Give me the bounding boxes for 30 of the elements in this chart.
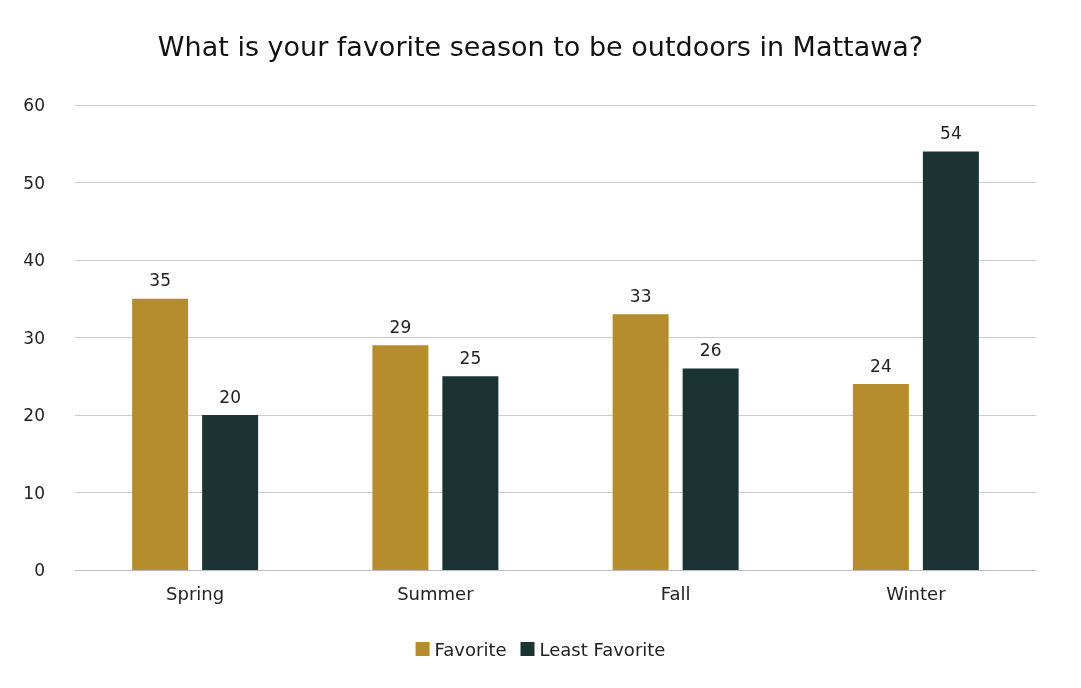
- data-label: 54: [940, 123, 962, 143]
- x-tick-label: Fall: [660, 582, 691, 604]
- data-label: 29: [389, 316, 412, 337]
- bar: [852, 384, 909, 570]
- x-tick-label: Spring: [166, 582, 225, 604]
- bar: [922, 151, 979, 570]
- data-label: 33: [629, 285, 652, 306]
- y-tick-label: 20: [23, 405, 45, 425]
- x-tick-label: Winter: [886, 582, 947, 604]
- bar: [612, 314, 669, 570]
- y-tick-label: 30: [23, 327, 45, 348]
- data-label: 25: [459, 347, 482, 368]
- bar: [442, 376, 499, 570]
- chart-title: What is your favorite season to be outdoors in Mattawa?: [157, 31, 924, 62]
- bar: [132, 298, 189, 570]
- data-label: 24: [870, 355, 892, 376]
- legend-label: Least Favorite: [539, 638, 666, 660]
- bar: [682, 368, 739, 570]
- legend-label: Favorite: [434, 638, 507, 660]
- data-label: 35: [149, 270, 171, 291]
- data-label: 20: [219, 386, 241, 407]
- y-tick-label: 0: [34, 560, 45, 580]
- bar: [372, 345, 429, 570]
- data-label: 26: [699, 340, 722, 360]
- y-tick-label: 10: [23, 482, 45, 503]
- bar: [202, 415, 259, 570]
- x-tick-label: Summer: [397, 582, 475, 604]
- y-tick-label: 50: [23, 172, 45, 193]
- y-tick-label: 60: [23, 95, 45, 115]
- y-tick-label: 40: [23, 250, 45, 270]
